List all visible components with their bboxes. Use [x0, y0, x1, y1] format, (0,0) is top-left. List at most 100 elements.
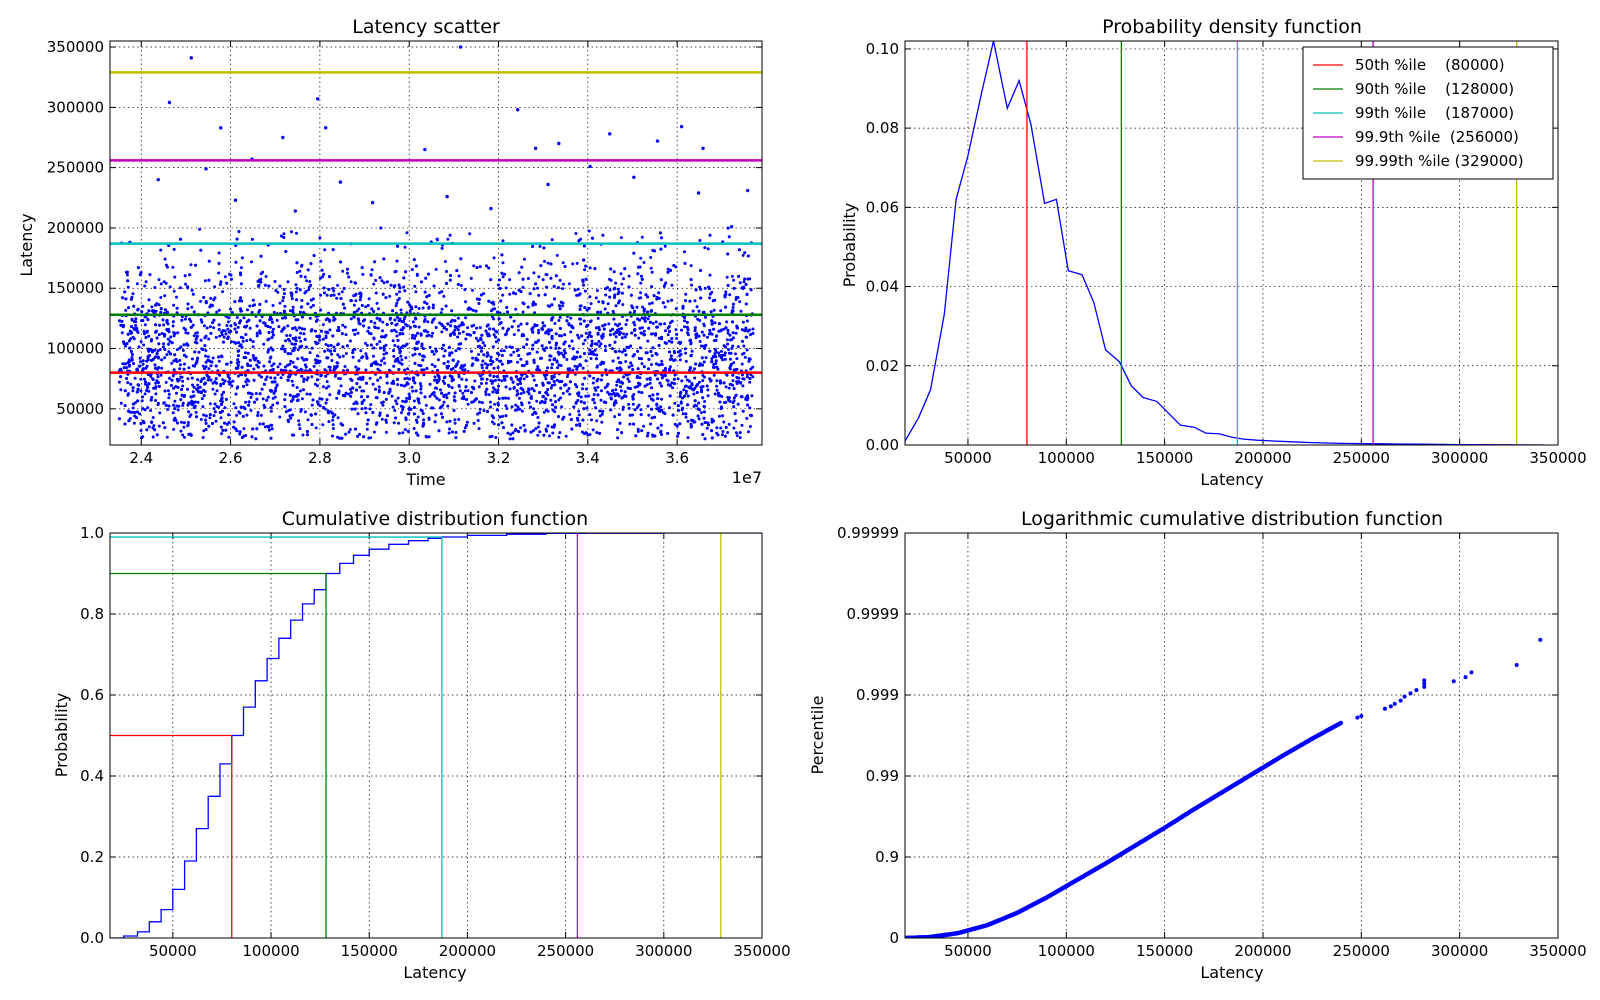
scatter-point	[522, 302, 526, 306]
scatter-point	[395, 259, 399, 263]
scatter-point	[437, 374, 441, 378]
scatter-point	[310, 423, 314, 426]
scatter-point	[646, 367, 650, 371]
scatter-point	[420, 368, 424, 372]
scatter-point	[297, 326, 301, 330]
scatter-point	[267, 348, 271, 352]
scatter-point	[662, 411, 665, 414]
scatter-point	[534, 302, 537, 306]
scatter-point	[398, 290, 401, 294]
scatter-point	[261, 422, 265, 426]
scatter-point	[751, 375, 755, 379]
scatter-point	[702, 375, 706, 379]
scatter-point	[450, 376, 454, 380]
scatter-point	[443, 382, 447, 385]
scatter-point	[325, 317, 329, 321]
scatter-point	[541, 381, 545, 385]
scatter-point	[643, 384, 647, 388]
scatter-point	[187, 366, 191, 370]
scatter-point	[636, 427, 640, 431]
scatter-point	[330, 352, 334, 356]
scatter-point	[722, 381, 726, 385]
scatter-point	[251, 340, 255, 344]
scatter-point	[225, 324, 229, 327]
scatter-point	[408, 303, 412, 307]
scatter-point	[208, 416, 212, 420]
scatter-point	[430, 334, 434, 338]
scatter-point	[564, 434, 568, 438]
scatter-point	[179, 345, 183, 349]
scatter-point	[575, 293, 579, 297]
scatter-point	[600, 420, 604, 424]
scatter-point	[296, 357, 300, 361]
scatter-point	[541, 278, 545, 282]
scatter-point	[147, 298, 151, 302]
scatter-point	[333, 374, 337, 378]
scatter-point	[208, 325, 212, 329]
scatter-point	[721, 414, 725, 418]
scatter-point	[279, 368, 283, 372]
scatter-point	[555, 253, 559, 257]
scatter-point	[275, 318, 279, 322]
scatter-point	[172, 289, 176, 293]
scatter-point	[714, 355, 718, 359]
scatter-point	[290, 230, 293, 234]
scatter-point	[602, 327, 606, 331]
scatter-point	[392, 364, 396, 368]
scatter-point	[286, 378, 290, 382]
scatter-point	[162, 342, 166, 346]
scatter-point	[179, 375, 183, 379]
scatter-point	[575, 385, 579, 389]
scatter-point	[398, 286, 402, 290]
scatter-point	[660, 236, 663, 240]
scatter-point	[286, 363, 290, 367]
scatter-point	[415, 347, 419, 351]
scatter-point	[731, 379, 735, 383]
scatter-point	[632, 353, 636, 357]
scatter-point	[501, 326, 505, 330]
scatter-point	[623, 335, 627, 339]
scatter-point	[554, 405, 557, 409]
scatter-point	[683, 319, 686, 323]
scatter-point	[282, 347, 286, 351]
scatter-point	[366, 329, 370, 333]
scatter-point	[645, 351, 649, 355]
scatter-point	[267, 425, 270, 429]
scatter-point	[594, 326, 598, 330]
scatter-point	[319, 293, 323, 297]
scatter-point	[178, 367, 182, 371]
scatter-point	[415, 420, 419, 424]
scatter-point	[217, 251, 221, 255]
scatter-point	[629, 361, 633, 365]
scatter-point	[309, 283, 313, 287]
scatter-point	[255, 324, 259, 328]
scatter-point	[501, 414, 505, 418]
scatter-point	[731, 401, 735, 404]
scatter-point	[442, 395, 446, 398]
scatter-point	[736, 345, 740, 349]
scatter-point	[246, 364, 250, 367]
x-tick-label: 3.4	[576, 449, 600, 467]
scatter-point	[608, 343, 612, 347]
scatter-point	[486, 323, 490, 327]
scatter-point	[562, 355, 566, 359]
scatter-point	[646, 434, 649, 438]
scatter-point	[391, 379, 395, 383]
scatter-point	[584, 431, 588, 435]
scatter-point	[731, 331, 735, 335]
scatter-point	[425, 295, 429, 299]
scatter-point	[497, 384, 500, 388]
scatter-point	[319, 259, 323, 263]
scatter-point	[381, 329, 384, 333]
scatter-point	[178, 358, 182, 362]
scatter-point	[303, 291, 307, 295]
scatter-point	[147, 349, 151, 353]
scatter-point	[291, 305, 295, 309]
scatter-point	[365, 381, 368, 385]
scatter-point	[659, 423, 663, 427]
scatter-point	[639, 281, 643, 285]
scatter-point	[668, 350, 672, 354]
scatter-point	[516, 405, 520, 409]
scatter-point	[355, 309, 359, 313]
scatter-point	[620, 350, 624, 354]
